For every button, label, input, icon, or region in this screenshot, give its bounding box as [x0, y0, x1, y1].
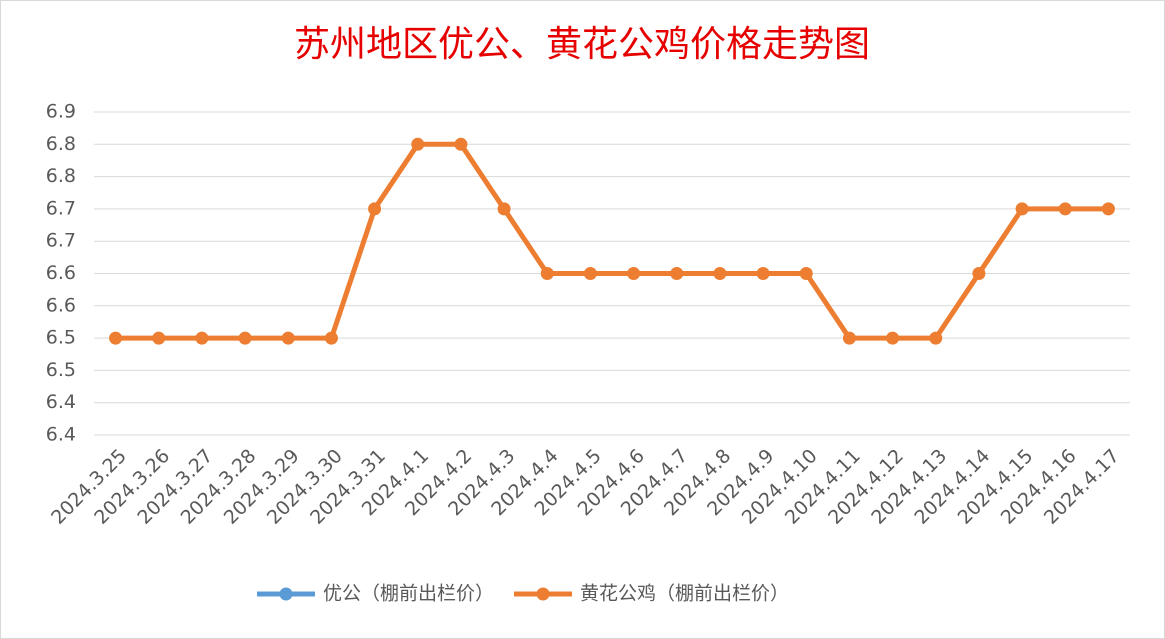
data-point	[972, 267, 986, 280]
data-point	[886, 331, 900, 345]
data-point	[713, 267, 727, 280]
y-tick-label: 6.6	[46, 262, 76, 284]
data-point	[411, 137, 425, 151]
data-point	[324, 331, 338, 345]
y-tick-label: 6.8	[46, 133, 76, 155]
series-line	[115, 141, 1109, 341]
data-point	[368, 202, 382, 216]
data-point	[195, 331, 209, 345]
data-point	[281, 331, 295, 345]
y-tick-label: 6.4	[46, 391, 76, 413]
data-point	[756, 267, 770, 280]
data-point	[1058, 202, 1072, 216]
y-tick-label: 6.4	[46, 424, 76, 446]
data-point	[238, 331, 252, 345]
data-point	[799, 267, 813, 280]
legend-label: 黄花公鸡（棚前出栏价）	[580, 583, 789, 605]
legend-marker	[279, 587, 293, 601]
data-point	[152, 331, 166, 345]
chart-title: 苏州地区优公、黄花公鸡价格走势图	[294, 24, 870, 65]
data-point	[670, 267, 684, 280]
y-tick-label: 6.8	[46, 165, 76, 187]
data-point	[540, 267, 554, 280]
y-tick-label: 6.5	[46, 327, 76, 349]
data-point	[454, 137, 468, 151]
y-tick-label: 6.7	[46, 230, 76, 252]
y-tick-label: 6.5	[46, 359, 76, 381]
y-tick-label: 6.7	[46, 197, 76, 219]
legend-marker	[536, 587, 550, 601]
legend-label: 优公（棚前出栏价）	[323, 583, 494, 605]
data-point	[109, 331, 123, 345]
y-tick-label: 6.6	[46, 294, 76, 316]
data-point	[583, 267, 597, 280]
data-point	[842, 331, 856, 345]
data-point	[1015, 202, 1029, 216]
data-point	[929, 331, 943, 345]
y-tick-label: 6.9	[46, 101, 76, 123]
data-point	[1101, 202, 1115, 216]
data-point	[497, 202, 511, 216]
data-point	[627, 267, 641, 280]
